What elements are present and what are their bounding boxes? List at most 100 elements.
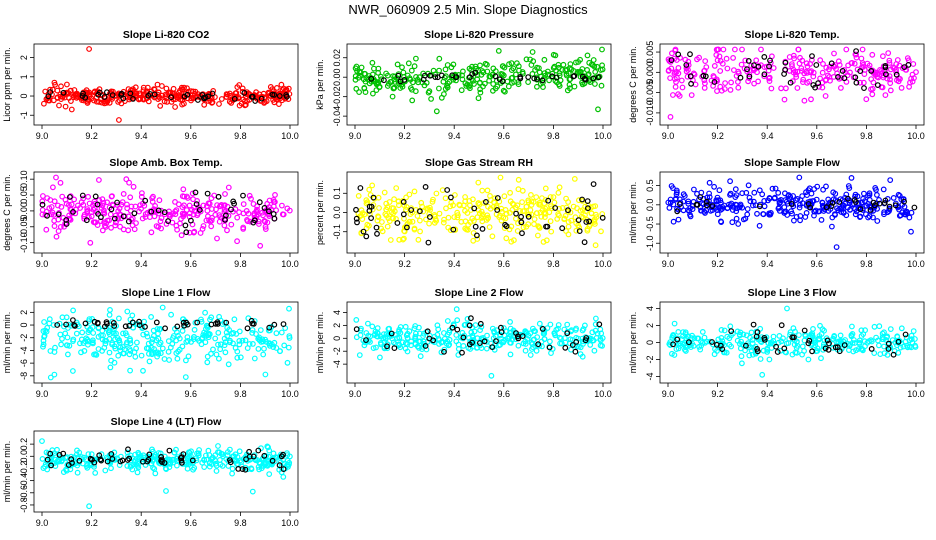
data-point-all: [507, 325, 514, 332]
data-point-all: [242, 337, 249, 344]
data-point-black: [704, 202, 710, 209]
data-point-all: [271, 198, 277, 205]
data-point-all: [846, 197, 853, 204]
data-point-all: [475, 207, 482, 214]
data-point-all: [500, 63, 507, 70]
data-point-all: [383, 70, 390, 77]
data-point-black: [427, 72, 434, 79]
data-point-black: [477, 320, 484, 327]
data-point-all: [412, 323, 419, 329]
data-point-all: [106, 336, 113, 342]
data-point-all: [797, 201, 803, 208]
data-point-black: [39, 201, 46, 208]
data-point-all: [115, 352, 122, 359]
data-point-all: [208, 217, 215, 224]
data-point-all: [106, 312, 113, 318]
data-point-all: [381, 189, 388, 196]
data-point-all: [815, 335, 822, 342]
data-point-black: [165, 218, 172, 225]
data-point-all: [577, 68, 584, 75]
y-axis-label: ml/min per min.: [2, 441, 12, 503]
data-point-all: [279, 86, 286, 93]
data-point-all: [593, 214, 600, 221]
data-point-black: [422, 343, 429, 349]
data-point-black: [499, 78, 506, 84]
data-point-all: [182, 357, 189, 364]
data-point-all: [887, 326, 894, 333]
data-point-all: [378, 73, 384, 80]
data-point-black: [813, 62, 820, 68]
data-point-all: [140, 367, 146, 374]
data-point-black: [168, 94, 175, 101]
x-tick-label: 9.0: [36, 131, 49, 141]
data-point-black: [828, 203, 835, 210]
data-point-all: [135, 464, 142, 471]
data-point-all: [79, 329, 86, 336]
data-point-all: [394, 61, 401, 68]
data-point-all: [751, 345, 757, 352]
data-point-all: [808, 331, 814, 338]
data-point-black: [782, 59, 789, 66]
data-point-all: [721, 86, 728, 92]
data-point-all: [120, 190, 127, 197]
y-tick-label: -2: [645, 355, 655, 363]
data-point-all: [503, 235, 510, 242]
data-point-all: [908, 332, 915, 339]
data-point-all: [489, 233, 496, 240]
data-point-all: [907, 79, 913, 86]
data-point-black: [125, 218, 132, 225]
data-point-all: [256, 337, 263, 344]
data-point-all: [383, 200, 390, 207]
data-point-all: [807, 69, 814, 76]
data-point-all: [136, 454, 143, 461]
data-point-all: [500, 72, 507, 79]
data-point-all: [789, 198, 795, 205]
data-point-all: [539, 195, 545, 202]
data-point-black: [360, 228, 367, 235]
data-point-black: [242, 466, 249, 473]
data-point-all: [181, 202, 187, 209]
data-point-black: [805, 200, 812, 207]
data-point-all: [823, 183, 829, 190]
data-point-all: [440, 219, 447, 226]
data-point-all: [804, 192, 810, 199]
data-point-all: [403, 332, 410, 339]
data-point-all: [108, 224, 114, 231]
data-point-all: [686, 208, 693, 214]
data-point-all: [793, 339, 800, 346]
data-point-all: [766, 78, 773, 84]
data-point-black: [60, 89, 67, 96]
data-point-black: [95, 91, 102, 98]
data-point-all: [99, 348, 105, 354]
data-point-black: [693, 201, 700, 208]
data-point-black: [806, 337, 813, 344]
data-point-black: [902, 331, 909, 338]
x-tick-label: 9.8: [234, 131, 247, 141]
data-point-black: [145, 456, 152, 463]
data-point-all: [733, 215, 740, 222]
x-tick-label: 9.4: [761, 389, 774, 399]
data-point-all: [670, 218, 677, 225]
data-point-all: [573, 59, 579, 66]
data-point-all: [898, 84, 905, 91]
y-tick-label: 1: [19, 74, 29, 79]
data-point-all: [683, 68, 690, 75]
data-point-black: [702, 73, 709, 80]
data-point-all: [462, 194, 469, 200]
y-tick-label: -0.10: [19, 232, 29, 253]
data-point-black: [697, 194, 704, 201]
data-point-all: [719, 205, 725, 212]
data-point-all: [492, 85, 499, 92]
data-point-all: [221, 222, 228, 229]
data-point-all: [523, 329, 530, 336]
data-point-all: [844, 72, 851, 79]
data-point-all: [885, 50, 892, 56]
x-tick-label: 10.0: [281, 518, 299, 528]
data-point-black: [700, 72, 707, 79]
y-axis-label: percent per min.: [315, 180, 325, 245]
x-tick-label: 9.6: [185, 131, 198, 141]
data-point-all: [404, 72, 411, 79]
data-point-black: [828, 60, 835, 67]
data-point-black: [835, 73, 841, 80]
data-point-black: [70, 208, 76, 215]
